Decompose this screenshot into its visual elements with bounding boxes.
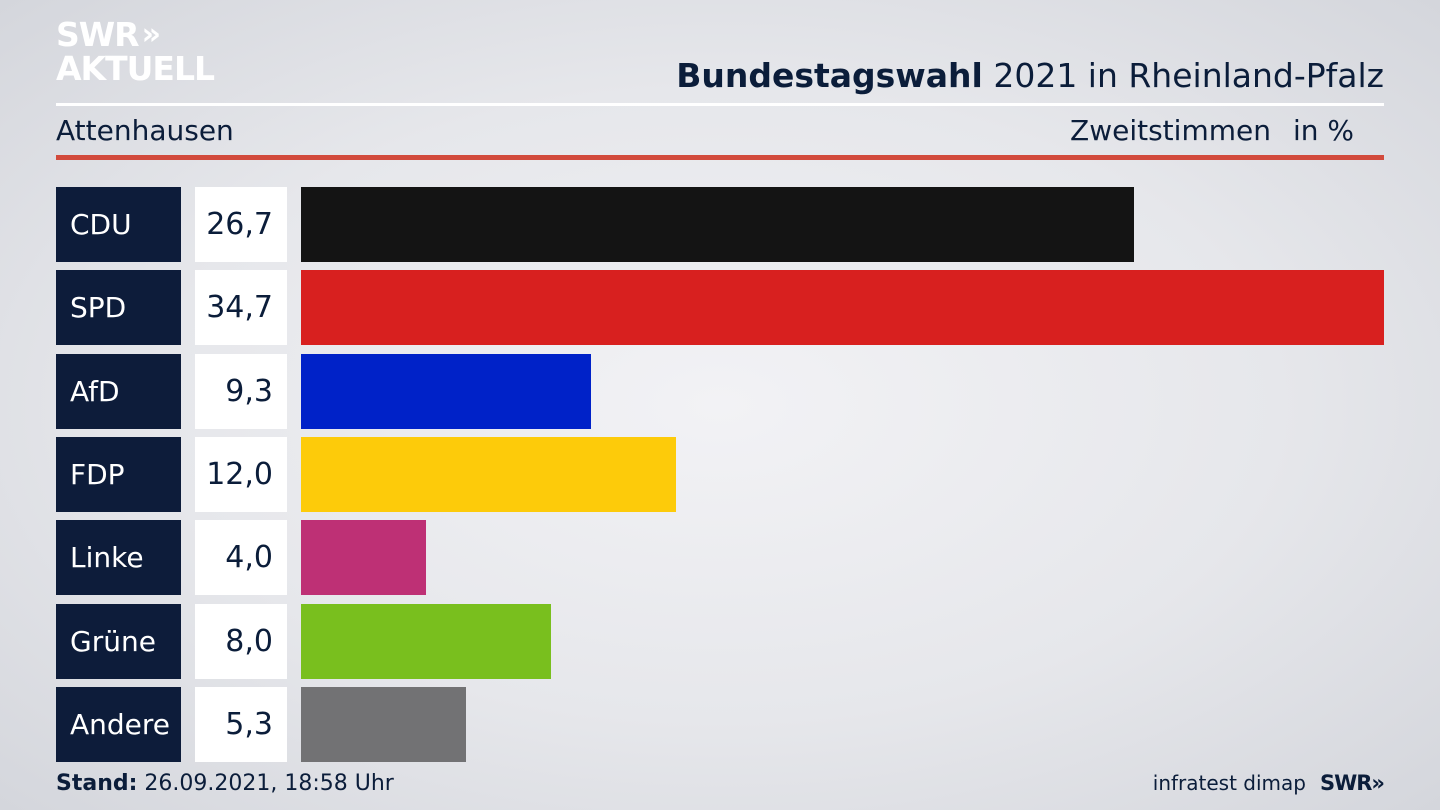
party-value: 9,3	[195, 353, 287, 429]
party-name: FDP	[56, 436, 181, 512]
party-bar	[301, 520, 426, 596]
logo-swr: SWR	[56, 15, 140, 54]
source-label: infratest dimap	[1152, 771, 1306, 795]
swr-aktuell-logo: SWR» AKTUELL	[56, 15, 215, 88]
title-bold: Bundestagswahl	[676, 56, 983, 95]
page-title: Bundestagswahl 2021 in Rheinland-Pfalz	[676, 56, 1384, 95]
swr-brand-logo: SWR»	[1319, 771, 1385, 795]
party-row: Andere 5,3	[56, 686, 1384, 762]
title-rest: 2021 in Rheinland-Pfalz	[982, 56, 1384, 95]
party-value: 34,7	[195, 270, 287, 346]
party-bar	[301, 603, 551, 679]
party-name: AfD	[56, 353, 181, 429]
party-name: SPD	[56, 270, 181, 346]
party-row: Grüne 8,0	[56, 603, 1384, 679]
metric-label: Zweitstimmen in %	[1070, 114, 1354, 147]
party-row: SPD 34,7	[56, 270, 1384, 346]
party-value: 4,0	[195, 520, 287, 596]
party-bar	[301, 270, 1384, 346]
stand-value: 26.09.2021, 18:58 Uhr	[137, 771, 394, 796]
party-name: Linke	[56, 520, 181, 596]
party-row: FDP 12,0	[56, 436, 1384, 512]
header-divider	[56, 103, 1384, 106]
stand-label: Stand:	[56, 771, 138, 796]
party-row: AfD 9,3	[56, 353, 1384, 429]
metric-name: Zweitstimmen	[1070, 114, 1271, 147]
party-bar	[301, 686, 467, 762]
party-bar	[301, 187, 1135, 262]
party-value: 8,0	[195, 603, 287, 679]
timestamp: Stand: 26.09.2021, 18:58 Uhr	[56, 771, 394, 796]
party-value: 12,0	[195, 436, 287, 512]
party-bar	[301, 353, 592, 429]
party-row: CDU 26,7	[56, 187, 1384, 262]
party-name: Andere	[56, 686, 181, 762]
location-label: Attenhausen	[56, 114, 234, 147]
party-bar	[301, 436, 676, 512]
footer-credits: infratest dimap SWR»	[1152, 771, 1385, 795]
party-name: Grüne	[56, 603, 181, 679]
party-value: 5,3	[195, 686, 287, 762]
red-divider	[56, 155, 1384, 160]
party-row: Linke 4,0	[56, 520, 1384, 596]
metric-unit: in %	[1292, 114, 1354, 147]
party-value: 26,7	[195, 187, 287, 262]
logo-aktuell: AKTUELL	[56, 49, 215, 88]
party-name: CDU	[56, 187, 181, 262]
